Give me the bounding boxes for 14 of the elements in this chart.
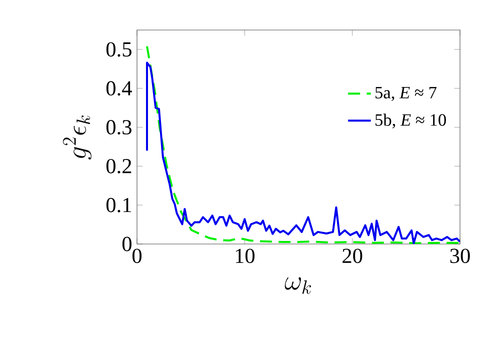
legend-label: 5a, E ≈ 7 (376, 86, 436, 101)
x-axis-title: $\omega_k$ (284, 277, 312, 294)
y-tick-label: 0.5 (106, 42, 132, 57)
y-tick-label: 0.4 (106, 81, 132, 96)
y-tick-label: 0.1 (106, 198, 132, 212)
x-tick-label: 0 (132, 248, 142, 264)
x-tick-label: 20 (342, 248, 362, 264)
y-axis-title: $g^2\epsilon_k$ (62, 115, 92, 160)
x-tick-label: 30 (450, 248, 470, 264)
y-tick-label: 0.2 (106, 158, 132, 174)
y-tick-label: 0.3 (106, 120, 132, 135)
legend-label: 5b, E ≈ 10 (376, 114, 446, 128)
x-tick-label: 10 (236, 248, 255, 264)
y-tick-label: 0 (122, 236, 132, 252)
